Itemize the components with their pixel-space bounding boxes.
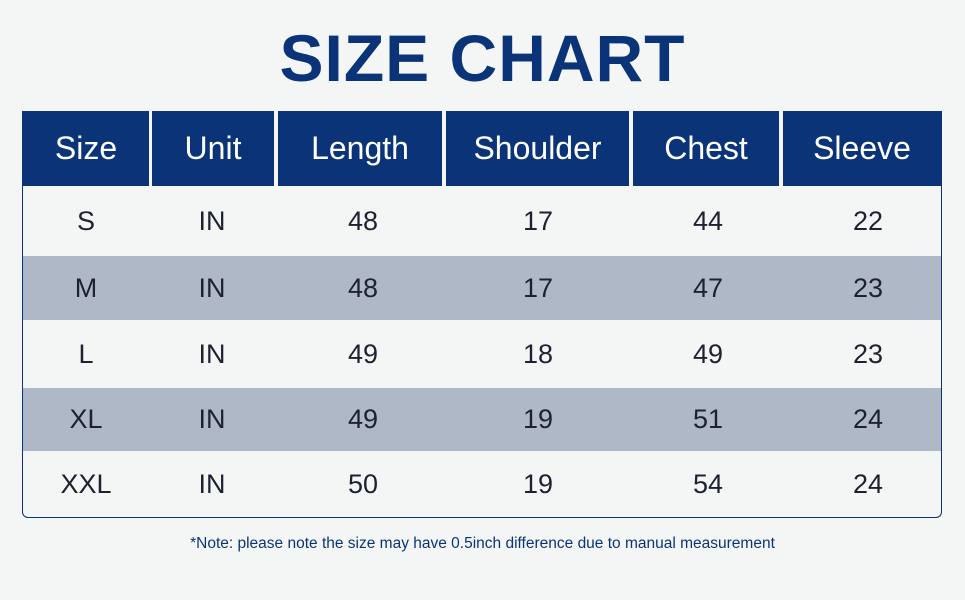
table-cell-sleeve: 22 xyxy=(852,205,884,236)
measurement-note: *Note: please note the size may have 0.5… xyxy=(190,535,775,552)
table-cell-sleeve: 23 xyxy=(852,272,884,303)
page-title: SIZE CHART xyxy=(279,21,686,95)
table-cell-unit: IN xyxy=(198,404,226,434)
table-row: L IN 49 18 49 23 xyxy=(23,320,941,388)
size-table: Size Unit Length Shoulder Chest Sleeve S IN 48 17… xyxy=(22,111,942,518)
table-cell-size: M xyxy=(74,272,98,303)
table-cell-size: L xyxy=(78,338,94,369)
table-cell-shoulder: 19 xyxy=(522,468,554,499)
column-header-unit: Unit xyxy=(152,111,274,186)
table-cell-sleeve: 23 xyxy=(852,338,884,369)
column-header-length: Length xyxy=(278,111,442,186)
column-header-chest: Chest xyxy=(633,111,779,186)
table-cell-shoulder: 17 xyxy=(522,205,554,236)
table-cell-sleeve: 24 xyxy=(852,468,884,499)
table-row: M IN 48 17 47 23 xyxy=(23,256,941,320)
table-cell-size: S xyxy=(76,205,95,236)
table-cell-unit: IN xyxy=(198,205,226,236)
table-cell-shoulder: 17 xyxy=(522,272,554,303)
column-header-shoulder: Shoulder xyxy=(446,111,629,186)
table-cell-unit: IN xyxy=(198,468,226,499)
table-cell-chest: 44 xyxy=(692,205,724,236)
column-header-sleeve: Sleeve xyxy=(783,111,941,186)
table-cell-shoulder: 18 xyxy=(522,338,554,369)
table-cell-unit: IN xyxy=(198,272,226,303)
table-cell-unit: IN xyxy=(198,338,226,369)
table-cell-chest: 54 xyxy=(692,468,724,499)
table-cell-length: 49 xyxy=(347,338,379,369)
table-row: XXL IN 50 19 54 24 xyxy=(23,451,941,517)
table-cell-size: XXL xyxy=(60,468,112,499)
table-cell-shoulder: 19 xyxy=(522,404,554,434)
table-cell-chest: 51 xyxy=(692,404,724,434)
table-cell-length: 49 xyxy=(347,404,379,434)
table-row: S IN 48 17 44 22 xyxy=(23,186,941,256)
table-cell-length: 48 xyxy=(347,272,379,303)
table-cell-chest: 47 xyxy=(692,272,724,303)
table-cell-length: 50 xyxy=(347,468,379,499)
table-cell-size: XL xyxy=(69,404,103,434)
table-cell-sleeve: 24 xyxy=(852,404,884,434)
column-header-size: Size xyxy=(23,111,149,186)
table-cell-length: 48 xyxy=(347,205,379,236)
table-cell-chest: 49 xyxy=(692,338,724,369)
table-row: XL IN 49 19 51 24 xyxy=(23,388,941,451)
